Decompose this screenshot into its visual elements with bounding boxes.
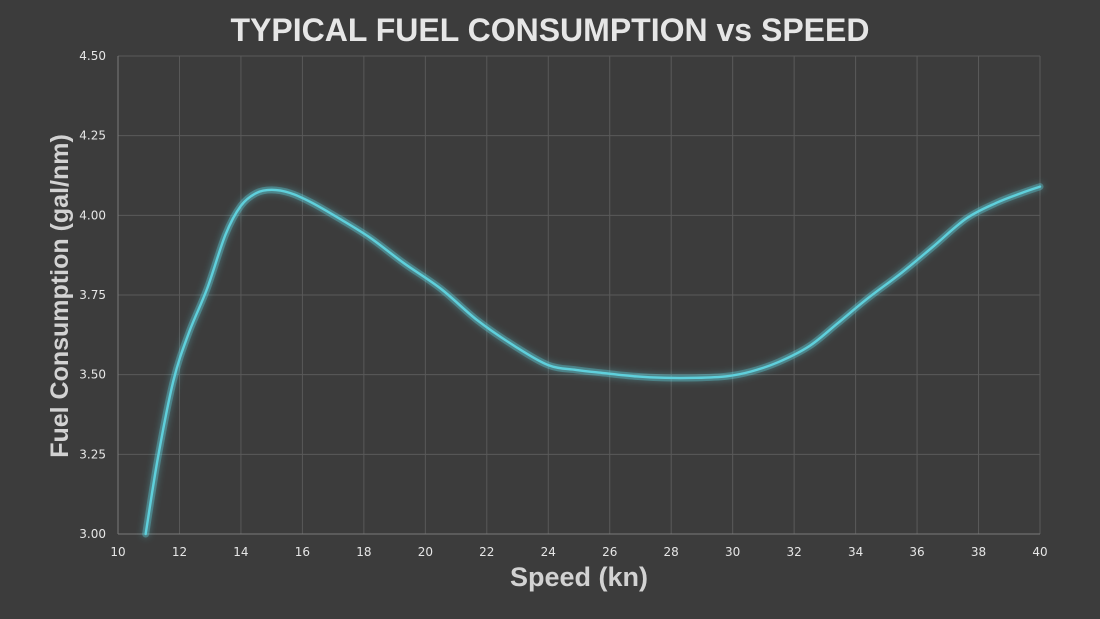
x-tick-label: 10	[110, 545, 125, 559]
y-tick-label: 3.00	[79, 527, 106, 541]
x-tick-label: 34	[848, 545, 863, 559]
series-line	[144, 185, 1042, 536]
x-tick-label: 26	[602, 545, 617, 559]
y-tick-label: 4.00	[79, 208, 106, 222]
y-tick-label: 4.25	[79, 129, 106, 143]
x-tick-label: 14	[233, 545, 248, 559]
series-line-glow	[142, 183, 1044, 538]
y-tick-label: 4.50	[79, 49, 106, 63]
y-tick-label: 3.75	[79, 288, 106, 302]
axes	[117, 56, 1040, 535]
x-tick-label: 22	[479, 545, 494, 559]
x-tick-label: 16	[295, 545, 310, 559]
grid	[118, 55, 1041, 534]
tick-labels: 10 12 14 16 18 20 22 24 26 28 30 32 34 36 38 40 3.00 3.25…	[79, 49, 1047, 559]
y-tick-label: 3.50	[79, 368, 106, 382]
x-tick-label: 18	[356, 545, 371, 559]
x-tick-label: 40	[1032, 545, 1047, 559]
x-tick-label: 24	[541, 545, 556, 559]
x-tick-label: 38	[971, 545, 986, 559]
y-axis-label: Fuel Consumption (gal/nm)	[46, 134, 74, 458]
y-tick-label: 3.25	[79, 447, 106, 461]
x-tick-label: 30	[725, 545, 740, 559]
x-tick-label: 32	[786, 545, 801, 559]
x-tick-label: 36	[909, 545, 924, 559]
x-axis-label: Speed (kn)	[509, 562, 649, 592]
x-tick-label: 12	[172, 545, 187, 559]
chart-title: TYPICAL FUEL CONSUMPTION vs SPEED	[230, 12, 870, 48]
x-tick-label: 28	[664, 545, 679, 559]
series-layer	[142, 183, 1044, 538]
x-tick-label: 20	[418, 545, 433, 559]
